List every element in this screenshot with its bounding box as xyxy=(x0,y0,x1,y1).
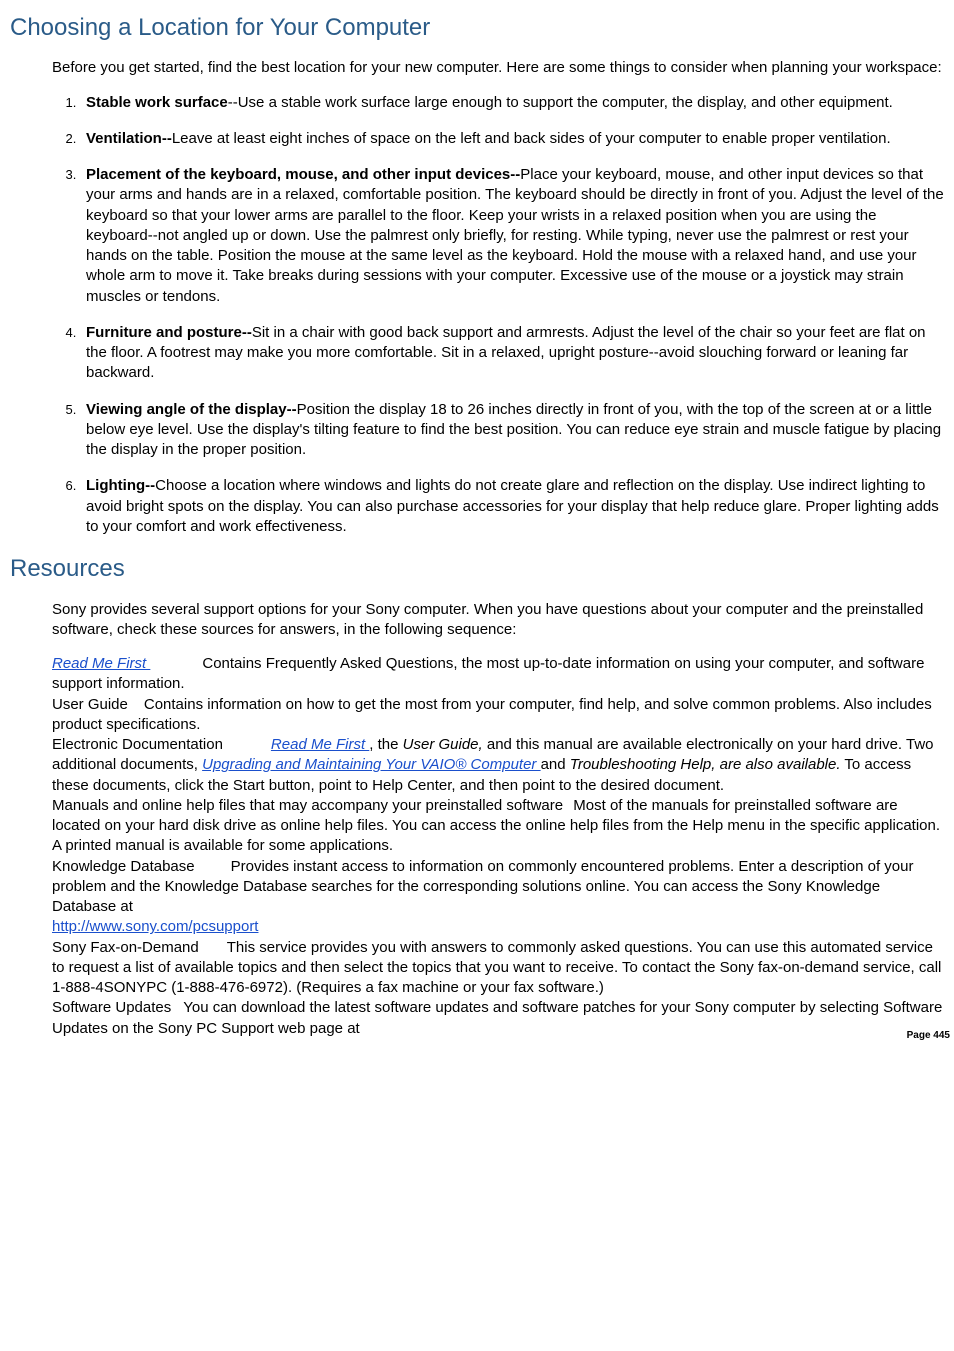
resources-body: Read Me First Contains Frequently Asked … xyxy=(52,654,944,1039)
resource-text: , the xyxy=(369,736,402,753)
list-item-bold: Stable work surface xyxy=(86,94,228,111)
pcsupport-link[interactable]: http://www.sony.com/pcsupport xyxy=(52,918,258,935)
intro-paragraph: Before you get started, find the best lo… xyxy=(52,58,944,78)
resource-text: Contains information on how to get the m… xyxy=(52,696,932,733)
read-me-first-link[interactable]: Read Me First xyxy=(52,655,150,672)
list-item: Ventilation--Leave at least eight inches… xyxy=(80,129,944,149)
list-item-text: Place your keyboard, mouse, and other in… xyxy=(86,166,944,305)
list-item-bold: Furniture and posture-- xyxy=(86,324,252,341)
page-number: Page 445 xyxy=(907,1029,950,1043)
list-item-bold: Ventilation-- xyxy=(86,130,172,147)
resource-italic: Troubleshooting Help, are also available… xyxy=(570,756,841,773)
list-item-text: Leave at least eight inches of space on … xyxy=(172,130,891,147)
read-me-first-link[interactable]: Read Me First xyxy=(271,736,369,753)
resource-text: Contains Frequently Asked Questions, the… xyxy=(52,655,924,692)
resource-text: and xyxy=(541,756,570,773)
location-list: Stable work surface--Use a stable work s… xyxy=(52,93,944,538)
list-item-text: --Use a stable work surface large enough… xyxy=(228,94,893,111)
heading-resources: Resources xyxy=(10,553,944,585)
list-item-text: Choose a location where windows and ligh… xyxy=(86,477,939,535)
resource-label: Electronic Documentation xyxy=(52,736,223,753)
resource-label: Sony Fax-on-Demand xyxy=(52,939,199,956)
resource-label: Knowledge Database xyxy=(52,858,195,875)
list-item-bold: Lighting-- xyxy=(86,477,155,494)
resource-text: You can download the latest software upd… xyxy=(52,999,942,1036)
resource-label: User Guide xyxy=(52,696,128,713)
heading-choosing-location: Choosing a Location for Your Computer xyxy=(10,12,944,44)
list-item: Lighting--Choose a location where window… xyxy=(80,476,944,537)
resource-italic: User Guide, xyxy=(403,736,483,753)
list-item: Placement of the keyboard, mouse, and ot… xyxy=(80,165,944,307)
resource-label: Manuals and online help files that may a… xyxy=(52,797,563,814)
list-item-bold: Viewing angle of the display-- xyxy=(86,401,297,418)
list-item: Furniture and posture--Sit in a chair wi… xyxy=(80,323,944,384)
resources-intro: Sony provides several support options fo… xyxy=(52,600,944,641)
upgrading-maintaining-link[interactable]: Upgrading and Maintaining Your VAIO® Com… xyxy=(202,756,540,773)
list-item: Viewing angle of the display--Position t… xyxy=(80,400,944,461)
list-item: Stable work surface--Use a stable work s… xyxy=(80,93,944,113)
resource-label: Software Updates xyxy=(52,999,171,1016)
list-item-bold: Placement of the keyboard, mouse, and ot… xyxy=(86,166,520,183)
